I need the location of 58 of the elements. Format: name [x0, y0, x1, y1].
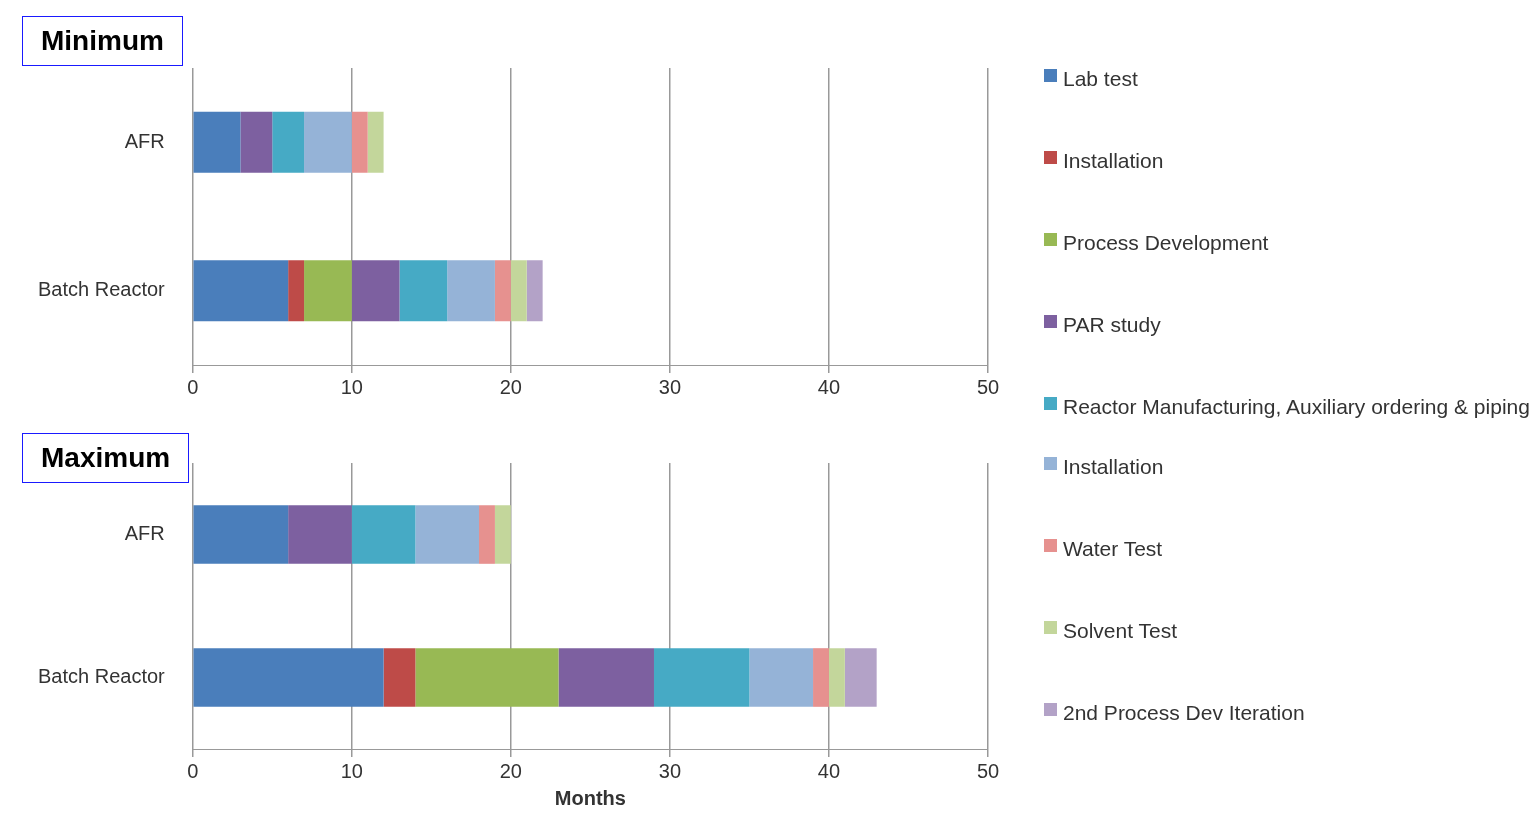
- x-tick-label: 10: [340, 759, 363, 782]
- legend-label: Installation: [1063, 454, 1164, 480]
- bar: [447, 260, 495, 322]
- bar: [526, 260, 543, 322]
- bar: [510, 260, 527, 322]
- bar: [844, 648, 877, 707]
- bar: [351, 505, 416, 564]
- chart-title: Minimum: [22, 16, 183, 66]
- chart-title: Maximum: [22, 433, 190, 483]
- legend-label: Installation: [1063, 148, 1164, 174]
- x-tick-label: 50: [976, 759, 1000, 782]
- bar: [288, 260, 305, 322]
- x-tick-label: 10: [340, 375, 363, 398]
- bar: [494, 505, 511, 564]
- x-tick-label: 20: [499, 375, 522, 398]
- x-tick-label: 40: [817, 759, 841, 782]
- x-tick-label: 30: [658, 375, 682, 398]
- y-tick-label: Batch Reactor: [37, 278, 166, 301]
- legend-label: Solvent Test: [1063, 618, 1178, 644]
- y-tick-label: AFR: [124, 129, 165, 152]
- y-tick-label: Batch Reactor: [37, 665, 166, 688]
- bar: [351, 111, 368, 173]
- x-tick-label: 30: [658, 759, 682, 782]
- bar: [813, 648, 829, 707]
- bar: [383, 648, 416, 707]
- x-tick-label: 40: [817, 375, 841, 398]
- legend-label: Process Development: [1063, 230, 1269, 256]
- legend-label: Water Test: [1063, 536, 1163, 562]
- legend-label: PAR study: [1063, 312, 1161, 338]
- bar: [272, 111, 305, 173]
- x-tick-label: 0: [187, 375, 199, 398]
- bar: [399, 260, 448, 322]
- x-axis-title: Months: [554, 786, 626, 809]
- legend-label: Lab test: [1063, 66, 1138, 92]
- bar: [367, 111, 384, 173]
- bar: [193, 505, 289, 564]
- bar: [304, 111, 352, 173]
- bar: [351, 260, 400, 322]
- bar: [193, 260, 289, 322]
- bar: [494, 260, 511, 322]
- bar: [240, 111, 273, 173]
- bar: [479, 505, 495, 564]
- bar: [415, 505, 480, 564]
- x-tick-label: 0: [187, 759, 199, 782]
- bar: [415, 648, 559, 707]
- bar: [193, 111, 241, 173]
- legend-label: 2nd Process Dev Iteration: [1063, 700, 1305, 726]
- bar: [828, 648, 845, 707]
- bar: [288, 505, 352, 564]
- legend-label: Reactor Manufacturing, Auxiliary ordering & piping: [1063, 394, 1530, 420]
- bar: [304, 260, 352, 322]
- x-tick-label: 20: [499, 759, 522, 782]
- bar: [193, 648, 384, 707]
- y-tick-label: AFR: [124, 522, 165, 545]
- bar: [653, 648, 750, 707]
- x-tick-label: 50: [976, 375, 1000, 398]
- bar: [558, 648, 654, 707]
- bar: [749, 648, 814, 707]
